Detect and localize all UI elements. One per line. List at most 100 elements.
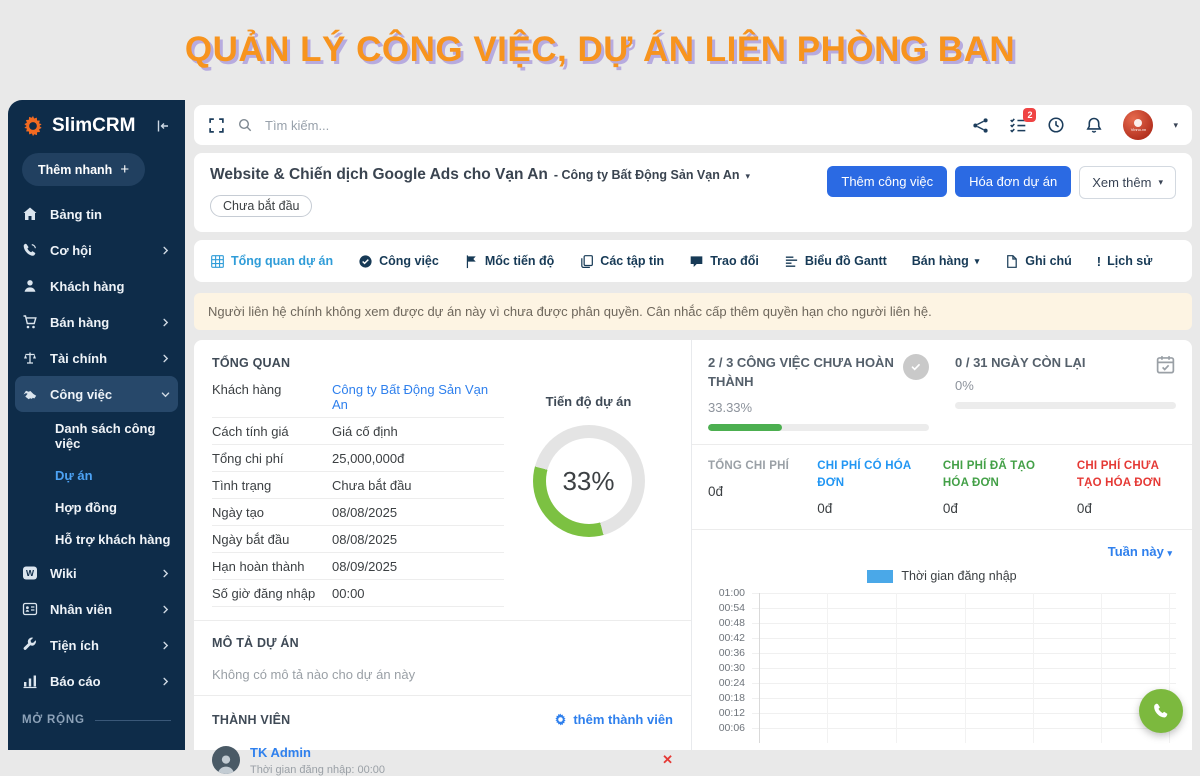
y-tick: 00:42 [718, 632, 745, 645]
sidebar-nav: Bảng tin Cơ hội Khách hàng Bán hàng Tài … [8, 196, 185, 699]
cost-label: CHI PHÍ CHƯA TẠO HÓA ĐƠN [1076, 459, 1162, 489]
tab-label: Ghi chú [1025, 254, 1072, 268]
sidebar-collapse-icon[interactable] [155, 118, 171, 134]
row-label: Ngày bắt đầu [212, 531, 290, 547]
chart-legend: Thời gian đăng nhập [708, 569, 1176, 583]
total-cost: TỔNG CHI PHÍ 0đ [708, 458, 797, 517]
sidebar-item-bang-tin[interactable]: Bảng tin [8, 196, 185, 232]
remove-member-icon[interactable]: ✕ [662, 752, 673, 767]
project-title-block: Website & Chiến dịch Google Ads cho Vạn … [210, 166, 750, 217]
table-row: Cách tính giá Giá cố định [212, 418, 504, 445]
sidebar-subitem-danh-sach-cong-viec[interactable]: Danh sách công việc [55, 420, 156, 451]
chevron-right-icon [160, 317, 171, 328]
tab-label: Công việc [379, 254, 439, 268]
bell-icon[interactable] [1085, 116, 1103, 134]
invoice-created-cost: CHI PHÍ ĐÃ TẠO HÓA ĐƠN 0đ [943, 458, 1057, 517]
table-row: Tổng chi phí 25,000,000đ [212, 445, 504, 472]
search-icon[interactable] [237, 117, 253, 133]
more-button[interactable]: Xem thêm ▾ [1079, 166, 1176, 199]
chevron-down-icon: ▾ [1167, 548, 1172, 559]
tab-cong-viec[interactable]: Công việc [358, 254, 439, 269]
row-value: 08/08/2025 [332, 504, 398, 520]
sidebar: SlimCRM Thêm nhanh + Bảng tin Cơ hội Khá… [8, 100, 185, 750]
sidebar-subitem-hop-dong[interactable]: Hợp đồng [55, 499, 117, 515]
sidebar-item-bao-cao[interactable]: Báo cáo [8, 663, 185, 699]
row-label: Hạn hoàn thành [212, 558, 305, 574]
sidebar-item-nhan-vien[interactable]: Nhân viên [8, 591, 185, 627]
member-name[interactable]: TK Admin [250, 745, 311, 760]
sidebar-item-label: Tài chính [50, 350, 108, 366]
gear-icon [554, 713, 567, 726]
svg-text:W: W [26, 568, 35, 578]
tab-cac-tap-tin[interactable]: Các tập tin [579, 254, 664, 269]
tab-ghi-chu[interactable]: Ghi chú [1004, 254, 1072, 269]
tab-trao-doi[interactable]: Trao đổi [689, 254, 759, 269]
chart-period-filter[interactable]: Tuần này ▾ [1108, 544, 1172, 559]
add-member-label: thêm thành viên [573, 712, 673, 727]
user-avatar[interactable]: Vinno.vn [1123, 110, 1154, 140]
tasks-icon[interactable]: 2 [1009, 108, 1037, 134]
tab-moc-tien-do[interactable]: Mốc tiến độ [464, 254, 554, 269]
members-heading: THÀNH VIÊN [212, 712, 291, 727]
topbar: Tìm kiếm... 2 Vinno.vn ▾ [194, 105, 1192, 145]
sidebar-item-label: Tiện ích [50, 637, 99, 653]
divider [194, 695, 691, 696]
share-icon[interactable] [972, 117, 989, 134]
account-menu-caret-icon[interactable]: ▾ [1173, 119, 1178, 130]
y-tick: 00:48 [718, 617, 745, 630]
tasks-progress-fill [708, 423, 782, 431]
chevron-down-icon [160, 389, 171, 400]
customer-link[interactable]: Công ty Bất Động Sản Vạn An [332, 381, 489, 412]
cost-value: 0đ [708, 483, 724, 499]
add-task-button[interactable]: Thêm công việc [827, 166, 948, 197]
flag-icon [464, 254, 479, 269]
divider [692, 529, 1192, 531]
legend-label: Thời gian đăng nhập [901, 569, 1017, 584]
project-actions: Thêm công việc Hóa đơn dự án Xem thêm ▾ [827, 166, 1176, 217]
member-login-time: Thời gian đăng nhập: 00:00 [250, 764, 386, 776]
sidebar-expand-section: MỞ RỘNG [8, 699, 185, 726]
sidebar-item-tien-ich[interactable]: Tiện ích [8, 627, 185, 663]
chevron-down-icon: ▾ [974, 255, 980, 266]
avatar-logo [1134, 118, 1143, 127]
tab-label: Biểu đồ Gantt [804, 254, 887, 268]
chart-period-label: Tuần này [1107, 544, 1164, 560]
sidebar-item-ban-hang[interactable]: Bán hàng [8, 304, 185, 340]
tasks-percent: 33.33% [708, 399, 753, 415]
project-title-caret-icon[interactable]: ▾ [745, 171, 751, 181]
tab-tong-quan-du-an[interactable]: Tổng quan dự án [210, 254, 333, 269]
quick-add-button[interactable]: Thêm nhanh + [22, 153, 146, 186]
sidebar-subitem-du-an[interactable]: Dự án [55, 467, 93, 483]
add-member-link[interactable]: thêm thành viên [554, 712, 673, 727]
sidebar-item-wiki[interactable]: W Wiki [8, 555, 185, 591]
tab-label: Trao đổi [710, 254, 759, 268]
row-label: Tình trạng [212, 477, 272, 493]
notification-badge: 2 [1023, 108, 1037, 122]
tasks-progress-bar [708, 423, 929, 431]
clock-icon[interactable] [1047, 116, 1065, 134]
project-tabs: Tổng quan dự án Công việc Mốc tiến độ Cá… [194, 240, 1192, 282]
tab-label: Các tập tin [600, 254, 665, 268]
table-row: Số giờ đăng nhập 00:00 [212, 580, 504, 607]
sidebar-item-cong-viec[interactable]: Công việc [15, 376, 178, 412]
top-banner: QUẢN LÝ CÔNG VIỆC, DỰ ÁN LIÊN PHÒNG BAN [0, 0, 1200, 100]
tab-bieu-do-gantt[interactable]: Biểu đồ Gantt [784, 254, 887, 269]
sidebar-item-tai-chinh[interactable]: Tài chính [8, 340, 185, 376]
tab-ban-hang[interactable]: Bán hàng ▾ [912, 254, 979, 268]
call-fab-button[interactable] [1139, 689, 1183, 733]
row-label: Khách hàng [212, 381, 282, 397]
project-progress-donut: 33% [532, 425, 645, 537]
fullscreen-icon[interactable] [208, 117, 225, 134]
sidebar-subitem-ho-tro-khach-hang[interactable]: Hỗ trợ khách hàng [55, 531, 171, 547]
tab-lich-su[interactable]: ! Lịch sử [1097, 254, 1153, 269]
id-card-icon [22, 601, 39, 618]
sidebar-item-khach-hang[interactable]: Khách hàng [8, 268, 185, 304]
table-row: Khách hàng Công ty Bất Động Sản Vạn An [212, 376, 504, 418]
search-input[interactable]: Tìm kiếm... [265, 117, 330, 133]
divider [692, 443, 1192, 445]
sidebar-item-co-hoi[interactable]: Cơ hội [8, 232, 185, 268]
plus-icon: + [120, 161, 130, 178]
topbar-actions: 2 Vinno.vn ▾ [972, 108, 1178, 140]
scales-icon [22, 350, 39, 367]
project-invoice-button[interactable]: Hóa đơn dự án [955, 166, 1072, 197]
